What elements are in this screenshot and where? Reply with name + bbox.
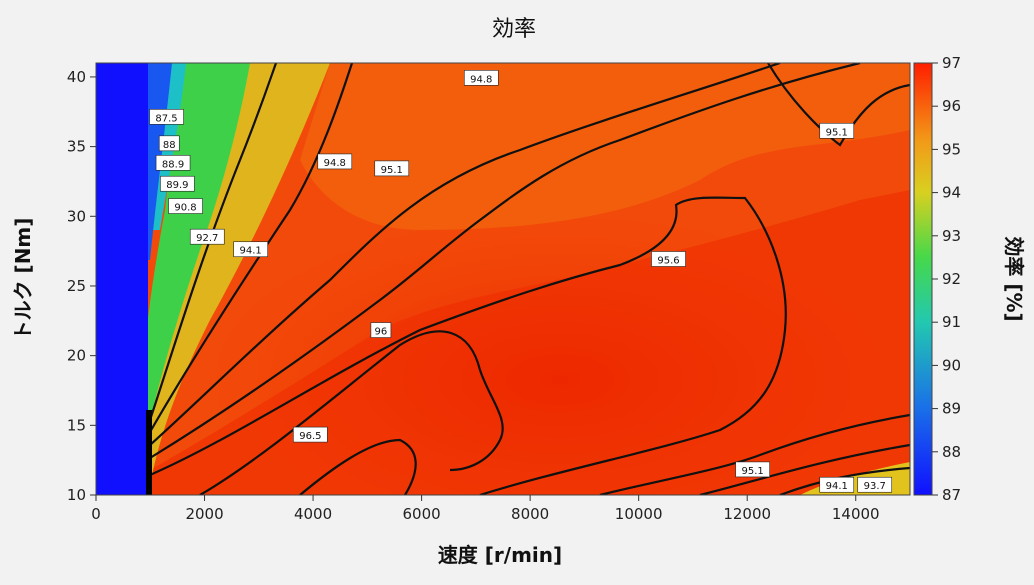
x-tick-label: 6000 <box>403 505 441 523</box>
colorbar-tick-label: 87 <box>942 486 961 504</box>
contour-label-box <box>374 160 410 177</box>
colorbar-tick-label: 97 <box>942 54 961 72</box>
contour-line <box>149 196 787 495</box>
contour-label: 93.7 <box>864 481 886 492</box>
contour-label-box <box>317 153 353 170</box>
contour-label-box <box>819 476 855 493</box>
y-tick-label: 25 <box>67 277 86 295</box>
colorbar-tick-label: 96 <box>942 97 961 115</box>
x-tick-label: 12000 <box>723 505 771 523</box>
y-axis: 10 15 20 25 30 35 40 <box>67 68 96 504</box>
contour-label-box <box>370 322 392 338</box>
contour-line <box>148 63 278 421</box>
x-axis-label: 速度 [r/min] <box>438 543 562 567</box>
x-tick-label: 10000 <box>615 505 663 523</box>
contour-label-box <box>819 122 855 139</box>
contour-line <box>299 438 417 495</box>
contour-label-box <box>463 70 499 86</box>
y-axis-label: トルク [Nm] <box>11 218 35 341</box>
colorbar <box>913 62 933 496</box>
contour-label: 90.8 <box>174 203 196 214</box>
contour-label: 87.5 <box>155 113 177 124</box>
heatmap-yellow-band <box>132 63 330 495</box>
low-speed-boundary <box>146 410 152 495</box>
chart-title: 効率 <box>492 17 536 42</box>
contour-label: 94.8 <box>324 158 346 169</box>
contour-label-box <box>149 109 184 125</box>
contour-label: 88.9 <box>162 159 184 170</box>
contour-line <box>767 63 910 147</box>
colorbar-tick-label: 91 <box>942 313 961 331</box>
contour-line <box>699 443 910 495</box>
contour-line <box>149 63 354 433</box>
y-tick-label: 10 <box>67 486 86 504</box>
contour-label: 95.6 <box>657 255 679 266</box>
y-tick-label: 30 <box>67 207 86 225</box>
contour-line <box>149 63 861 459</box>
x-tick-label: 2000 <box>185 505 223 523</box>
contour-label-box <box>158 135 180 152</box>
contour-label-box <box>233 241 268 258</box>
contour-label: 92.7 <box>196 233 218 244</box>
colorbar-tick-label: 93 <box>942 227 961 245</box>
contour-label: 94.8 <box>470 74 492 85</box>
heatmap-high-band <box>150 190 910 495</box>
heatmap-blue-region <box>96 63 148 495</box>
contour-label-box <box>293 426 328 443</box>
contour-labels: 87.5 88 88.9 89.9 90.8 92.7 94.1 94.8 95.1 96 96.5… <box>149 70 893 493</box>
x-tick-label: 4000 <box>294 505 332 523</box>
contour-label: 96.5 <box>299 431 321 442</box>
y-tick-label: 20 <box>67 347 86 365</box>
colorbar-tick-label: 89 <box>942 400 961 418</box>
contour-line <box>149 63 781 446</box>
contour-label: 88 <box>163 140 176 151</box>
contour-label: 94.1 <box>240 246 262 257</box>
contour-label: 96 <box>375 327 388 338</box>
colorbar-tick-label: 92 <box>942 270 961 288</box>
y-tick-label: 35 <box>67 138 86 156</box>
y-tick-label: 15 <box>67 416 86 434</box>
contour-label-box <box>168 198 203 214</box>
colorbar-tick-label: 90 <box>942 356 961 374</box>
contour-line <box>599 413 910 495</box>
contour-label: 95.1 <box>381 165 403 176</box>
plot-border <box>95 62 911 496</box>
plot-area <box>96 63 910 495</box>
colorbar-tick-label: 95 <box>942 140 961 158</box>
x-tick-label: 14000 <box>832 505 880 523</box>
contour-label: 94.1 <box>826 481 848 492</box>
colorbar-label: 効率 [%] <box>1002 236 1026 321</box>
contour-label-box <box>651 251 686 267</box>
contour-label-box <box>735 461 770 478</box>
colorbar-axis: 87 88 89 90 91 92 93 94 95 96 97 <box>932 54 961 504</box>
x-tick-label: 8000 <box>511 505 549 523</box>
contour-label: 89.9 <box>166 180 188 191</box>
contour-label: 95.1 <box>741 466 763 477</box>
contour-label-box <box>189 228 225 245</box>
contour-label: 95.1 <box>826 127 848 138</box>
y-tick-label: 40 <box>67 68 86 86</box>
contour-label-box <box>155 155 191 171</box>
contour-label-box <box>857 476 893 493</box>
x-tick-label: 0 <box>91 505 101 523</box>
colorbar-tick-label: 94 <box>942 184 961 202</box>
x-axis: 0 2000 4000 6000 8000 10000 12000 14000 <box>91 495 880 523</box>
colorbar-tick-label: 88 <box>942 443 961 461</box>
contour-label-box <box>160 175 195 192</box>
